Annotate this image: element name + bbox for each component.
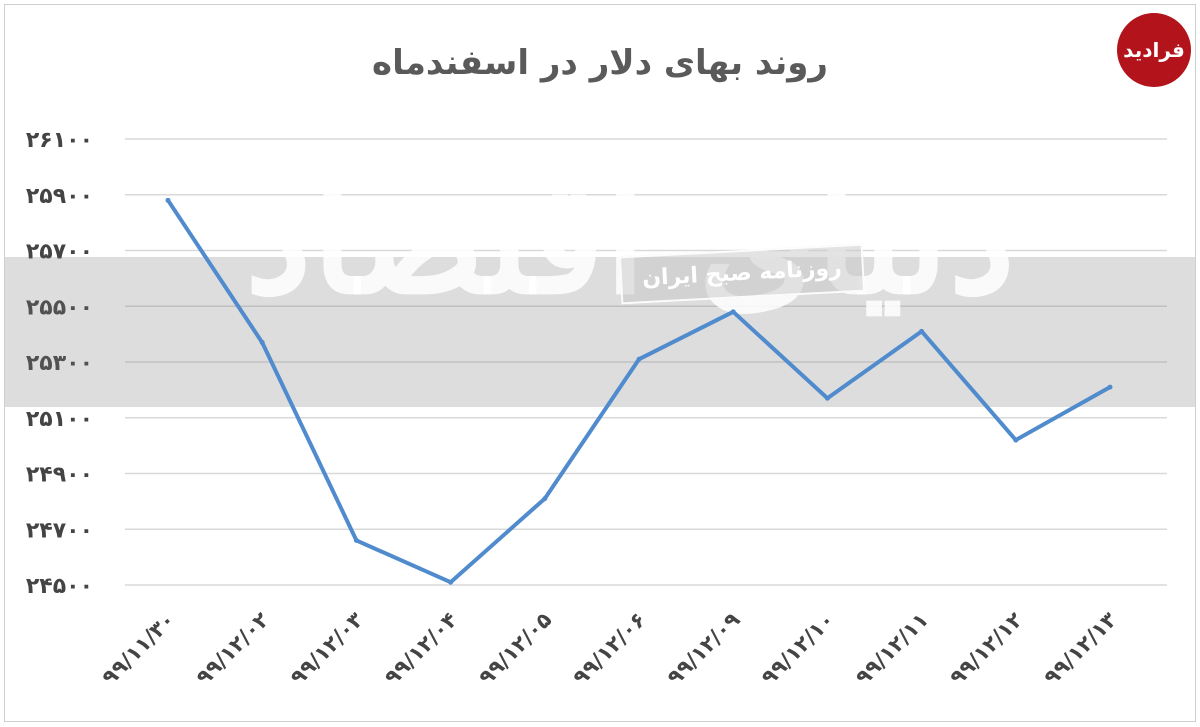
watermark-band <box>5 257 1195 407</box>
y-axis-ticks: ۲۴۵۰۰ ۲۴۷۰۰ ۲۴۹۰۰ ۲۵۱۰۰ ۲۵۳۰۰ ۲۵۵۰۰ ۲۵۷۰۰ ۲۵۹۰۰… <box>26 128 93 599</box>
y-tick-label: ۲۴۵۰۰ <box>26 574 93 599</box>
data-point <box>1107 384 1113 390</box>
y-tick-label: ۲۵۱۰۰ <box>26 407 93 432</box>
data-point <box>730 309 736 315</box>
data-point <box>636 356 642 362</box>
series-line <box>166 199 1111 585</box>
chart-frame: روند بهای دلار در اسفندماه ۲۴۵۰۰ ۲۴۷۰۰ ۲۴۹… <box>4 4 1196 722</box>
line-chart: ۲۴۵۰۰ ۲۴۷۰۰ ۲۴۹۰۰ ۲۵۱۰۰ ۲۵۳۰۰ ۲۵۵۰۰ ۲۵۷۰۰ ۲۵۹۰۰… <box>26 128 1167 690</box>
line-series <box>165 197 1113 585</box>
y-tick-label: ۲۴۷۰۰ <box>26 518 93 543</box>
data-point <box>448 579 454 585</box>
data-point <box>542 496 548 502</box>
y-tick-label: ۲۵۳۰۰ <box>26 351 93 376</box>
data-points <box>165 197 1113 585</box>
data-point <box>919 328 925 334</box>
data-point <box>165 197 171 203</box>
chart-title: روند بهای دلار در اسفندماه <box>372 43 828 83</box>
y-tick-label: ۲۴۹۰۰ <box>26 463 93 488</box>
data-point <box>259 339 265 345</box>
y-tick-label: ۲۵۵۰۰ <box>26 295 93 320</box>
data-point <box>1013 437 1019 443</box>
data-point <box>824 395 830 401</box>
y-tick-label: ۲۵۷۰۰ <box>26 240 93 265</box>
data-point <box>353 537 359 543</box>
y-tick-label: ۲۵۹۰۰ <box>26 184 93 209</box>
logo: فرادید <box>1117 13 1191 87</box>
y-tick-label: ۲۶۱۰۰ <box>26 128 93 153</box>
